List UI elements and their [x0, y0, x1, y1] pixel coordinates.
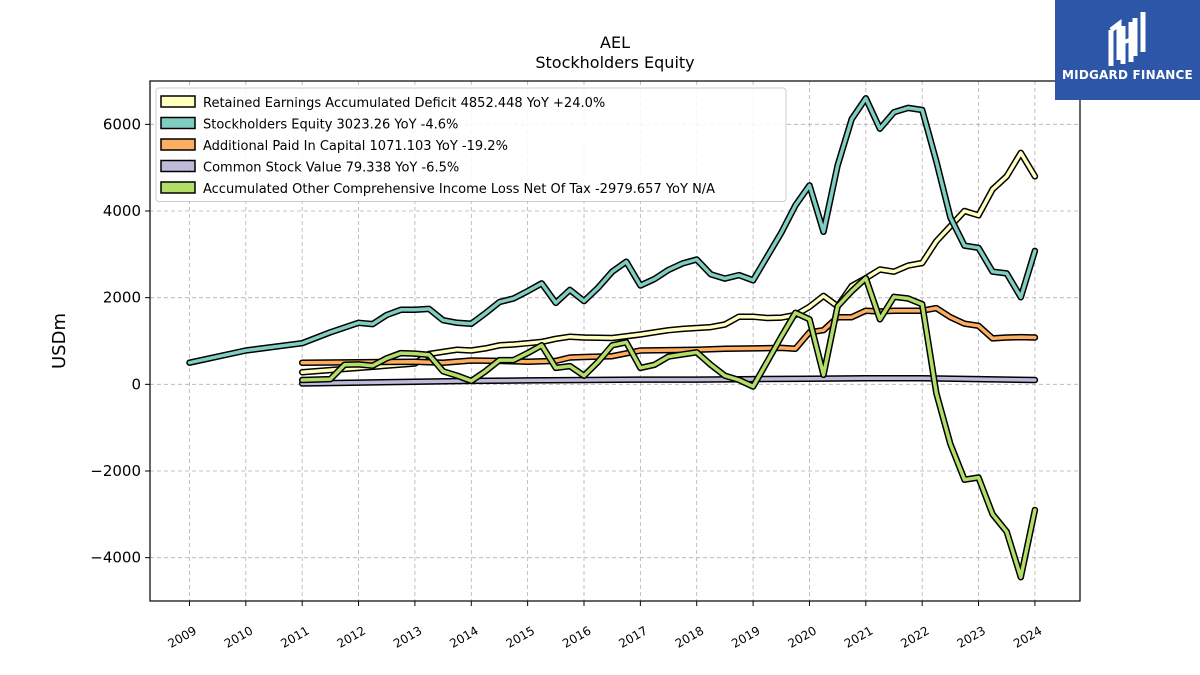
x-tick-label: 2010	[222, 623, 255, 650]
x-tick-label: 2023	[955, 623, 988, 650]
plot-frame	[149, 80, 1081, 602]
legend-entry: Retained Earnings Accumulated Deficit 48…	[203, 96, 605, 111]
legend-entry: Accumulated Other Comprehensive Income L…	[203, 182, 715, 197]
series-line-1	[187, 96, 1037, 365]
y-axis-label: USDm	[49, 313, 70, 369]
x-tick-label: 2020	[786, 623, 819, 650]
legend-entry: Additional Paid In Capital 1071.103 YoY …	[203, 139, 508, 154]
x-tick-label: 2019	[729, 623, 762, 650]
legend-entry: Common Stock Value 79.338 YoY -6.5%	[203, 161, 459, 176]
series-line-4	[300, 276, 1037, 579]
series-lines	[186, 95, 1039, 581]
chart-subtitle: Stockholders Equity	[535, 53, 694, 72]
y-tick-label: 2000	[103, 289, 141, 307]
legend-box	[155, 87, 787, 202]
x-tick-label: 2018	[673, 623, 706, 650]
x-tick-label: 2017	[616, 623, 649, 650]
x-tick-label: 2022	[898, 623, 931, 650]
legend-swatch	[160, 159, 196, 173]
x-tick-label: 2009	[166, 623, 199, 650]
y-tick-label: 6000	[103, 115, 141, 133]
brand-logo: MIDGARD FINANCE	[1055, 0, 1200, 100]
brand-mark-icon	[1108, 12, 1146, 66]
x-tick-label: 2024	[1011, 623, 1044, 650]
x-tick-label: 2021	[842, 623, 875, 650]
y-tick-label: 4000	[103, 202, 141, 220]
legend-swatch	[160, 138, 196, 151]
legend-swatch	[160, 95, 196, 108]
x-tick-label: 2016	[560, 623, 593, 650]
legend-swatch	[160, 181, 196, 194]
series-line-0	[300, 151, 1037, 374]
y-tick-label: −2000	[90, 462, 141, 480]
brand-name: MIDGARD FINANCE	[1062, 68, 1193, 82]
x-tick-label: 2015	[504, 623, 537, 650]
chart-title: AEL	[600, 33, 630, 52]
series-line-2	[300, 306, 1037, 365]
y-tick-label: −4000	[90, 549, 141, 567]
y-tick-label: 0	[131, 375, 141, 393]
x-tick-label: 2011	[278, 623, 311, 650]
series-line-3	[300, 376, 1037, 386]
legend-entry: Stockholders Equity 3023.26 YoY -4.6%	[203, 118, 458, 133]
x-tick-label: 2014	[447, 623, 480, 650]
legend: Retained Earnings Accumulated Deficit 48…	[155, 87, 787, 202]
x-tick-label: 2012	[335, 623, 368, 650]
x-tick-label: 2013	[391, 623, 424, 650]
legend-swatch	[160, 116, 196, 130]
